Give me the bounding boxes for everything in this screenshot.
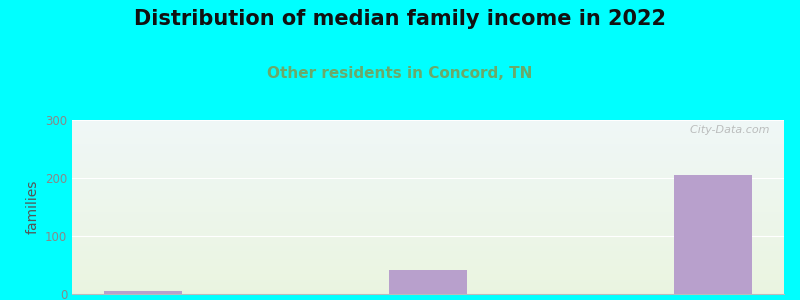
Y-axis label: families: families [26,180,39,234]
Text: Distribution of median family income in 2022: Distribution of median family income in … [134,9,666,29]
Bar [674,175,752,294]
Bar [104,291,182,294]
Text: Other residents in Concord, TN: Other residents in Concord, TN [267,66,533,81]
Text: City-Data.com: City-Data.com [683,125,770,135]
Bar [389,270,467,294]
